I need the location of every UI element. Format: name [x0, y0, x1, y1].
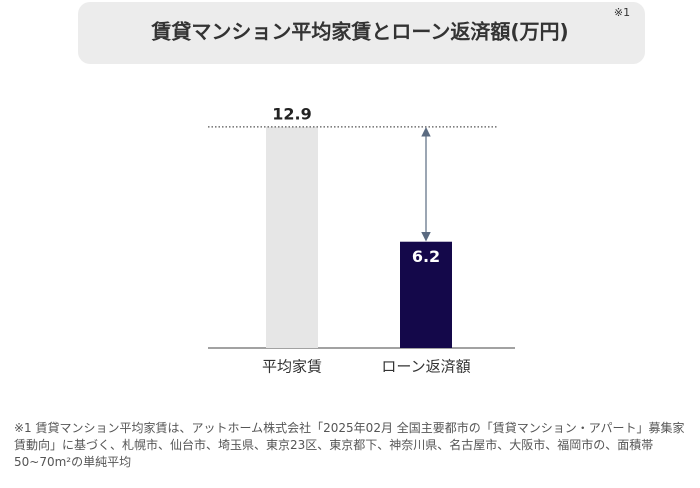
chart: 賃貸マンション平均家賃とローン返済額(万円) ※1 12.9 平均家賃 6.2 ローン…	[78, 2, 645, 376]
title-note: ※1	[614, 6, 630, 19]
footnote: ※1 賃貸マンション平均家賃は、アットホーム株式会社「2025年02月 全国主要…	[14, 421, 685, 469]
value-label: 12.9	[272, 104, 311, 123]
chart-title: 賃貸マンション平均家賃とローン返済額(万円)	[150, 20, 568, 44]
x-tick-label: 平均家賃	[262, 358, 322, 376]
x-tick-label: ローン返済額	[381, 358, 470, 376]
value-label: 6.2	[412, 247, 440, 266]
bar	[266, 126, 318, 348]
bar	[400, 241, 452, 348]
title-box	[78, 2, 645, 64]
